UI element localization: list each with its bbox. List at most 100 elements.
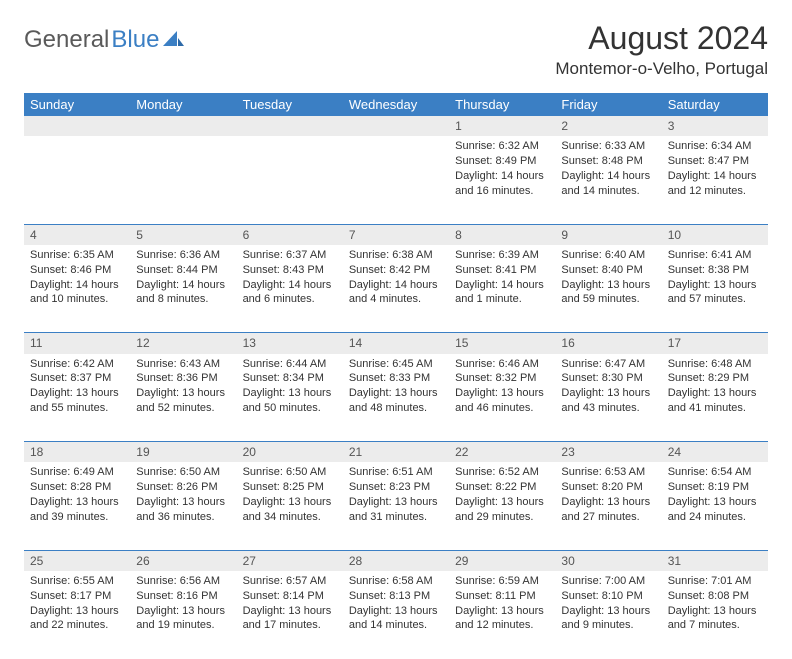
day-number-cell: 27	[237, 551, 343, 571]
day-number	[237, 116, 343, 136]
daylight-line: Daylight: 13 hours and 24 minutes.	[668, 495, 762, 525]
daylight-line: Daylight: 13 hours and 7 minutes.	[668, 604, 762, 634]
sunset-line: Sunset: 8:32 PM	[455, 371, 549, 386]
daylight-line: Daylight: 13 hours and 59 minutes.	[561, 278, 655, 308]
day-number: 12	[130, 333, 236, 353]
day-number: 29	[449, 551, 555, 571]
day-content: Sunrise: 6:47 AMSunset: 8:30 PMDaylight:…	[555, 354, 661, 422]
sunrise-line: Sunrise: 6:35 AM	[30, 248, 124, 263]
day-content-row: Sunrise: 6:55 AMSunset: 8:17 PMDaylight:…	[24, 571, 768, 659]
month-title: August 2024	[555, 20, 768, 57]
calendar-table: SundayMondayTuesdayWednesdayThursdayFrid…	[24, 93, 768, 659]
day-number	[343, 116, 449, 136]
daynum-row: 11121314151617	[24, 333, 768, 353]
sunset-line: Sunset: 8:26 PM	[136, 480, 230, 495]
day-content: Sunrise: 6:39 AMSunset: 8:41 PMDaylight:…	[449, 245, 555, 313]
sunrise-line: Sunrise: 6:57 AM	[243, 574, 337, 589]
day-number: 30	[555, 551, 661, 571]
day-number-cell: 4	[24, 225, 130, 245]
day-number-cell: 12	[130, 333, 236, 353]
day-number-cell	[343, 116, 449, 136]
day-content: Sunrise: 6:44 AMSunset: 8:34 PMDaylight:…	[237, 354, 343, 422]
day-content: Sunrise: 6:35 AMSunset: 8:46 PMDaylight:…	[24, 245, 130, 313]
daylight-line: Daylight: 13 hours and 48 minutes.	[349, 386, 443, 416]
daylight-line: Daylight: 13 hours and 36 minutes.	[136, 495, 230, 525]
day-number-cell: 28	[343, 551, 449, 571]
day-content-row: Sunrise: 6:32 AMSunset: 8:49 PMDaylight:…	[24, 136, 768, 224]
day-number-cell: 22	[449, 442, 555, 462]
sunrise-line: Sunrise: 6:48 AM	[668, 357, 762, 372]
day-number-cell: 19	[130, 442, 236, 462]
sunset-line: Sunset: 8:10 PM	[561, 589, 655, 604]
sunrise-line: Sunrise: 6:53 AM	[561, 465, 655, 480]
daylight-line: Daylight: 14 hours and 12 minutes.	[668, 169, 762, 199]
sunrise-line: Sunrise: 6:50 AM	[243, 465, 337, 480]
day-cell: Sunrise: 6:53 AMSunset: 8:20 PMDaylight:…	[555, 462, 661, 550]
sunset-line: Sunset: 8:42 PM	[349, 263, 443, 278]
day-number-cell: 15	[449, 333, 555, 353]
sunset-line: Sunset: 8:29 PM	[668, 371, 762, 386]
weekday-header: Tuesday	[237, 93, 343, 116]
daylight-line: Daylight: 14 hours and 10 minutes.	[30, 278, 124, 308]
daylight-line: Daylight: 13 hours and 43 minutes.	[561, 386, 655, 416]
day-number-cell: 6	[237, 225, 343, 245]
day-cell: Sunrise: 6:32 AMSunset: 8:49 PMDaylight:…	[449, 136, 555, 224]
sunrise-line: Sunrise: 6:41 AM	[668, 248, 762, 263]
sunrise-line: Sunrise: 6:33 AM	[561, 139, 655, 154]
day-number-cell: 31	[662, 551, 768, 571]
sunrise-line: Sunrise: 6:44 AM	[243, 357, 337, 372]
daylight-line: Daylight: 14 hours and 16 minutes.	[455, 169, 549, 199]
day-number-cell: 21	[343, 442, 449, 462]
title-block: August 2024 Montemor-o-Velho, Portugal	[555, 20, 768, 79]
day-number-cell: 18	[24, 442, 130, 462]
day-content: Sunrise: 6:42 AMSunset: 8:37 PMDaylight:…	[24, 354, 130, 422]
weekday-header: Friday	[555, 93, 661, 116]
daylight-line: Daylight: 13 hours and 22 minutes.	[30, 604, 124, 634]
day-content: Sunrise: 7:01 AMSunset: 8:08 PMDaylight:…	[662, 571, 768, 639]
day-number-cell	[130, 116, 236, 136]
sunset-line: Sunset: 8:25 PM	[243, 480, 337, 495]
day-content: Sunrise: 6:50 AMSunset: 8:25 PMDaylight:…	[237, 462, 343, 530]
day-content: Sunrise: 6:59 AMSunset: 8:11 PMDaylight:…	[449, 571, 555, 639]
sunset-line: Sunset: 8:17 PM	[30, 589, 124, 604]
daylight-line: Daylight: 14 hours and 4 minutes.	[349, 278, 443, 308]
day-content-row: Sunrise: 6:49 AMSunset: 8:28 PMDaylight:…	[24, 462, 768, 550]
sunset-line: Sunset: 8:23 PM	[349, 480, 443, 495]
day-cell: Sunrise: 6:58 AMSunset: 8:13 PMDaylight:…	[343, 571, 449, 659]
daynum-row: 25262728293031	[24, 551, 768, 571]
day-number-cell: 14	[343, 333, 449, 353]
header: GeneralBlue August 2024 Montemor-o-Velho…	[24, 20, 768, 79]
sunset-line: Sunset: 8:46 PM	[30, 263, 124, 278]
day-content: Sunrise: 6:40 AMSunset: 8:40 PMDaylight:…	[555, 245, 661, 313]
sunset-line: Sunset: 8:08 PM	[668, 589, 762, 604]
day-cell: Sunrise: 6:42 AMSunset: 8:37 PMDaylight:…	[24, 354, 130, 442]
daylight-line: Daylight: 14 hours and 6 minutes.	[243, 278, 337, 308]
day-number-cell: 24	[662, 442, 768, 462]
daynum-row: 18192021222324	[24, 442, 768, 462]
daylight-line: Daylight: 13 hours and 50 minutes.	[243, 386, 337, 416]
day-content: Sunrise: 6:36 AMSunset: 8:44 PMDaylight:…	[130, 245, 236, 313]
sunset-line: Sunset: 8:47 PM	[668, 154, 762, 169]
weekday-header: Monday	[130, 93, 236, 116]
day-number	[130, 116, 236, 136]
sunrise-line: Sunrise: 6:32 AM	[455, 139, 549, 154]
day-number: 5	[130, 225, 236, 245]
daylight-line: Daylight: 13 hours and 57 minutes.	[668, 278, 762, 308]
sunset-line: Sunset: 8:22 PM	[455, 480, 549, 495]
sunrise-line: Sunrise: 7:00 AM	[561, 574, 655, 589]
day-cell: Sunrise: 6:47 AMSunset: 8:30 PMDaylight:…	[555, 354, 661, 442]
day-cell: Sunrise: 6:48 AMSunset: 8:29 PMDaylight:…	[662, 354, 768, 442]
day-content: Sunrise: 6:38 AMSunset: 8:42 PMDaylight:…	[343, 245, 449, 313]
sunrise-line: Sunrise: 6:46 AM	[455, 357, 549, 372]
daylight-line: Daylight: 13 hours and 34 minutes.	[243, 495, 337, 525]
day-number: 8	[449, 225, 555, 245]
day-number-cell: 8	[449, 225, 555, 245]
day-number-cell: 9	[555, 225, 661, 245]
day-number-cell: 20	[237, 442, 343, 462]
day-content: Sunrise: 6:58 AMSunset: 8:13 PMDaylight:…	[343, 571, 449, 639]
sunrise-line: Sunrise: 6:51 AM	[349, 465, 443, 480]
sunrise-line: Sunrise: 6:56 AM	[136, 574, 230, 589]
day-content: Sunrise: 7:00 AMSunset: 8:10 PMDaylight:…	[555, 571, 661, 639]
day-cell: Sunrise: 6:40 AMSunset: 8:40 PMDaylight:…	[555, 245, 661, 333]
sail-icon	[163, 26, 185, 54]
